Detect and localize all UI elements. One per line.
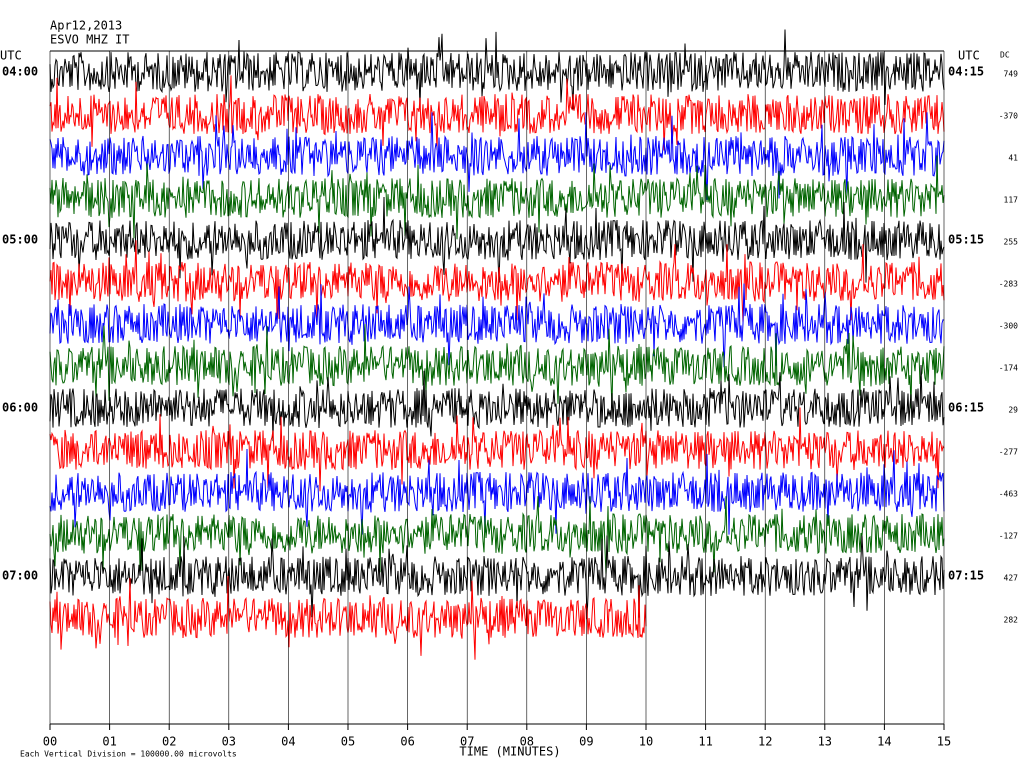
trace [49,323,945,409]
trace [49,364,945,442]
x-tick-label: 00 [43,735,57,749]
trace [49,75,945,151]
x-tick-label: 02 [162,735,176,749]
trace [49,448,945,535]
dc-offset: -300 [999,322,1018,331]
dc-offset: 117 [1004,196,1019,205]
trace [49,112,945,200]
dc-offset: -174 [999,364,1018,373]
row-start-time: 04:00 [2,65,38,79]
dc-offset: 282 [1004,616,1019,625]
footnote: Each Vertical Division = 100000.00 micro… [20,750,237,759]
trace [49,240,945,323]
dc-offset: 29 [1008,406,1018,415]
date: Apr12,2013 [50,19,122,33]
row-start-time: 05:00 [2,233,38,247]
dc-offset: -463 [999,490,1018,499]
x-tick-label: 05 [341,735,355,749]
x-tick-label: 01 [102,735,116,749]
x-tick-label: 09 [579,735,593,749]
row-end-time: 07:15 [948,569,984,583]
trace [49,407,945,492]
x-label: TIME (MINUTES) [459,745,560,759]
trace [49,155,945,240]
dc-offset: 41 [1008,154,1018,163]
x-tick-label: 08 [520,735,534,749]
x-tick-label: 11 [698,735,712,749]
trace [49,196,945,283]
dc-offset: 255 [1004,238,1019,247]
row-start-time: 07:00 [2,569,38,583]
x-tick-label: 10 [639,735,653,749]
left-timezone: UTC [0,49,22,63]
x-tick-label: 07 [460,735,474,749]
dc-offset: 427 [1004,574,1019,583]
station: ESVO MHZ IT [50,33,129,47]
x-tick-label: 15 [937,735,951,749]
x-tick-label: 12 [758,735,772,749]
dc-offset: -370 [999,112,1018,121]
x-tick-label: 14 [877,735,891,749]
x-tick-label: 13 [818,735,832,749]
dc-offset: -277 [999,448,1018,457]
dc-offset: -127 [999,532,1018,541]
row-end-time: 06:15 [948,401,984,415]
dc-offset: 749 [1004,70,1019,79]
dc-offset: -283 [999,280,1018,289]
row-start-time: 06:00 [2,401,38,415]
x-tick-label: 06 [400,735,414,749]
row-end-time: 04:15 [948,65,984,79]
trace [49,535,945,620]
trace [49,29,945,110]
dc-header: DC [1000,51,1010,60]
right-timezone: UTC [958,49,980,63]
x-tick-label: 04 [281,735,295,749]
trace [49,283,945,368]
trace [49,496,945,575]
x-tick-label: 03 [222,735,236,749]
row-end-time: 05:15 [948,233,984,247]
